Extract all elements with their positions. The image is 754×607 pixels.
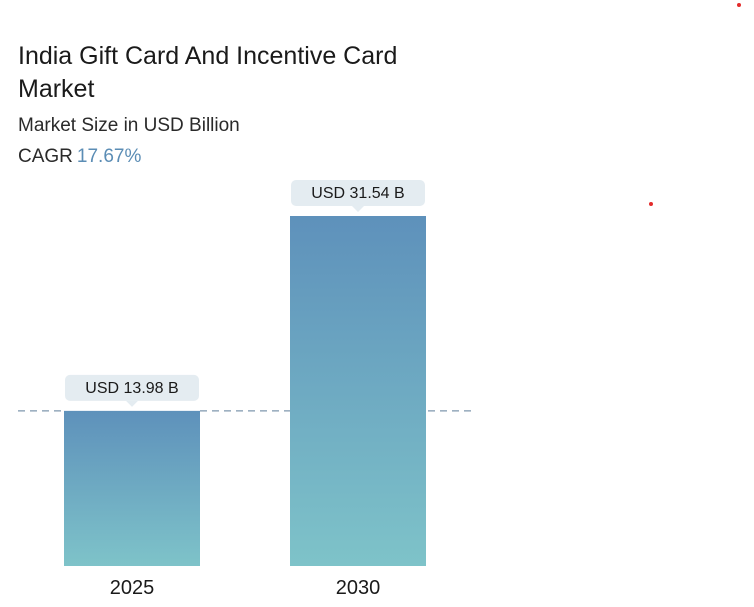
cagr-value: 17.67%	[76, 146, 142, 167]
x-tick-label: 2025	[110, 577, 155, 599]
x-tick-label: 2030	[336, 577, 381, 599]
bar	[64, 410, 200, 566]
cagr-label: CAGR	[18, 146, 73, 167]
plot-area: USD 13.98 B 2025 USD 31.54 B 2030	[18, 180, 476, 599]
cagr-row: CAGR 17.67%	[18, 145, 141, 169]
value-label-box	[291, 180, 425, 206]
chart-subtitle: Market Size in USD Billion	[18, 115, 240, 136]
data-label: USD 13.98 B	[85, 380, 178, 397]
value-label-box	[65, 374, 199, 401]
bar	[290, 216, 426, 566]
accent-dot	[737, 3, 741, 7]
value-label-pointer	[126, 400, 138, 407]
value-label-pointer	[352, 206, 364, 212]
chart-title: India Gift Card And Incentive Card Marke…	[18, 42, 398, 103]
data-label: USD 31.54 B	[311, 185, 404, 202]
accent-dot	[649, 202, 653, 206]
